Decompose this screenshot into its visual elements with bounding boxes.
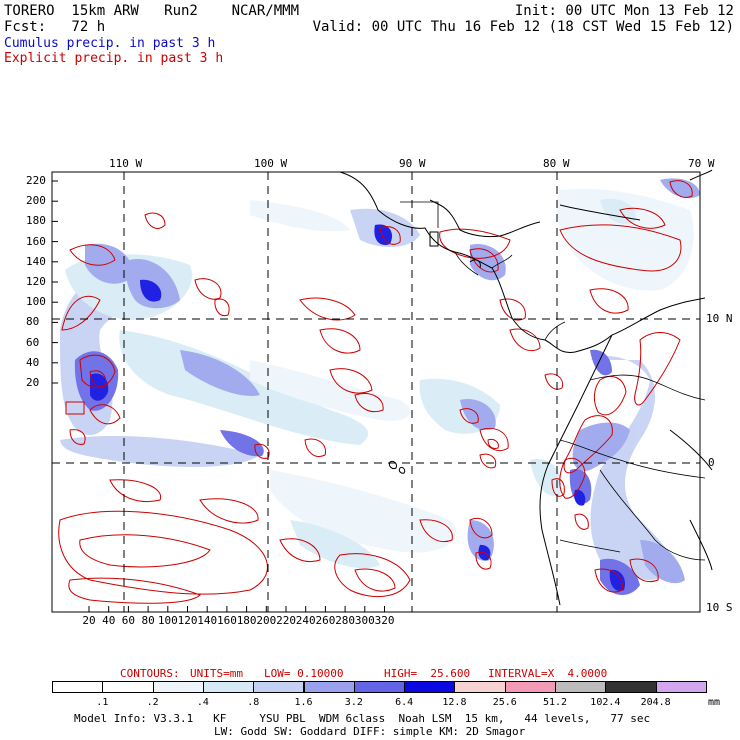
model-info: Model Info: V3.3.1 KF YSU PBL WDM 6class…	[74, 712, 651, 725]
lon-label-110w: 110 W	[109, 157, 143, 170]
x-index-label: 320	[374, 614, 395, 627]
color-scale-swatch	[102, 681, 154, 693]
contours-interval: INTERVAL=X 4.0000	[488, 667, 608, 680]
x-index-label: 180	[236, 614, 257, 627]
graticule	[52, 172, 700, 612]
map-frame	[51, 171, 701, 613]
color-scale-label: 12.8	[442, 697, 467, 708]
x-index-label: 160	[217, 614, 237, 627]
x-index-label: 80	[141, 614, 155, 627]
legend-cumulus: Cumulus precip. in past 3 h	[4, 36, 216, 51]
color-scale-swatch	[655, 681, 707, 693]
coastlines	[339, 169, 713, 606]
x-index-label: 140	[197, 614, 218, 627]
color-scale-swatch	[202, 681, 255, 693]
lon-label-70w: 70 W	[688, 157, 715, 170]
y-index-label: 60	[26, 335, 40, 349]
y-index-label: 180	[26, 214, 46, 228]
contours-label: CONTOURS:	[120, 667, 180, 680]
lat-label-10n: 10 N	[706, 312, 733, 325]
x-index-label: 220	[276, 614, 296, 627]
color-scale-label: 204.8	[640, 697, 671, 708]
color-scale-swatch	[555, 681, 607, 693]
color-scale-unit: mm	[708, 697, 721, 708]
color-scale-swatch	[605, 681, 657, 693]
color-scale-label: 102.4	[590, 697, 621, 708]
y-index-label: 100	[26, 295, 46, 309]
axis-ticks	[52, 180, 385, 612]
init-time: Init: 00 UTC Mon 13 Feb 12	[514, 3, 734, 19]
header-title: TORERO 15km ARW Run2 NCAR/MMM	[4, 3, 300, 19]
color-scale-label: .4	[196, 697, 209, 708]
x-index-label: 120	[177, 614, 198, 627]
physics-info: LW: Godd SW: Goddard DIFF: simple KM: 2D…	[214, 725, 526, 738]
color-scale-swatch	[253, 681, 305, 693]
color-scale-swatch	[404, 681, 456, 693]
lon-label-100w: 100 W	[254, 157, 288, 170]
x-index-label: 40	[102, 614, 116, 627]
x-index-label: 240	[295, 614, 316, 627]
color-scale-label: 51.2	[543, 697, 568, 708]
y-index-label: 40	[26, 355, 40, 369]
x-index-label: 280	[335, 614, 356, 627]
color-scale-swatch	[152, 681, 204, 693]
y-index-label: 80	[26, 315, 40, 329]
color-scale-label: 25.6	[492, 697, 517, 708]
x-index-label: 60	[121, 614, 136, 627]
color-scale-swatch	[353, 681, 406, 693]
legend-explicit: Explicit precip. in past 3 h	[4, 51, 224, 66]
y-index-label: 200	[26, 194, 46, 208]
lon-label-90w: 90 W	[399, 157, 426, 170]
x-index-label: 300	[354, 614, 375, 627]
lon-label-80w: 80 W	[543, 157, 570, 170]
contours-low: LOW= 0.10000	[264, 667, 344, 680]
color-scale-swatch	[454, 681, 506, 693]
x-index-label: 260	[315, 614, 336, 627]
y-index-label: 160	[26, 234, 46, 248]
forecast-hour: Fcst: 72 h	[4, 19, 106, 35]
color-scale-label: .2	[146, 697, 159, 708]
y-index-label: 140	[26, 254, 46, 268]
x-index-label: 20	[82, 614, 96, 627]
color-scale-label: 1.6	[294, 697, 313, 708]
color-scale-label: 3.2	[344, 697, 363, 708]
contours-high: HIGH= 25.600	[384, 667, 471, 680]
color-scale-swatch	[504, 681, 556, 693]
cumulus-precip-fill	[60, 178, 700, 596]
color-scale-label: .1	[96, 697, 109, 708]
explicit-precip-contours	[58, 180, 693, 604]
color-scale-label: 6.4	[395, 697, 414, 708]
country-borders	[400, 201, 706, 561]
lat-label-0: 0	[708, 456, 715, 469]
color-scale-label: .8	[247, 697, 260, 708]
y-index-label: 220	[26, 174, 46, 187]
color-scale-swatch	[303, 681, 355, 693]
contours-units: UNITS=mm	[190, 667, 243, 680]
valid-time: Valid: 00 UTC Thu 16 Feb 12 (18 CST Wed …	[312, 19, 734, 35]
x-index-label: 200	[256, 614, 277, 627]
y-index-label: 20	[26, 376, 40, 389]
lat-label-10s: 10 S	[706, 601, 733, 614]
x-index-label: 100	[157, 614, 178, 627]
color-scale-swatch	[52, 681, 104, 693]
y-index-label: 120	[26, 275, 46, 288]
